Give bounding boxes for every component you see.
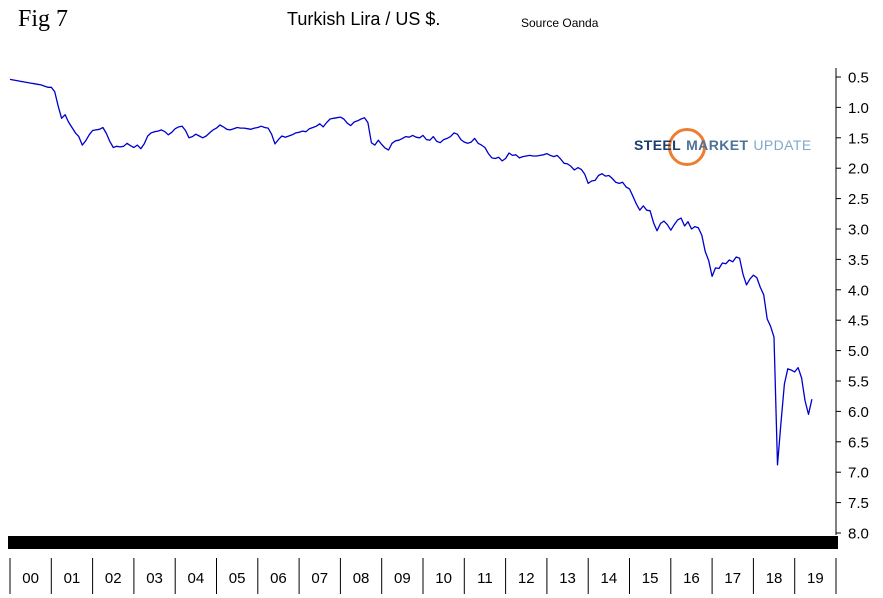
- y-tick-label: 6.0: [848, 404, 869, 421]
- x-tick-label: 16: [683, 570, 700, 587]
- y-axis-tick-labels: 0.5 1.0 1.5 2.0 2.5 3.0 3.5 4.0 4.5 5.0 5.5 6.0 6.5 7…: [836, 70, 869, 543]
- x-tick-label: 06: [270, 570, 287, 587]
- y-tick-label: 3.0: [848, 222, 869, 239]
- y-tick-label: 2.5: [848, 191, 869, 208]
- y-tick-label: 4.0: [848, 282, 869, 299]
- y-tick-label: 1.5: [848, 130, 869, 147]
- x-tick-label: 15: [642, 570, 659, 587]
- steel-market-update-logo: STEEL MARKET UPDATE: [634, 128, 812, 166]
- x-tick-label: 02: [105, 570, 122, 587]
- y-tick-label: 2.0: [848, 161, 869, 178]
- x-tick-label: 17: [724, 570, 741, 587]
- y-tick-label: 0.5: [848, 70, 869, 87]
- x-tick-label: 03: [146, 570, 163, 587]
- price-line-series: [9, 78, 813, 466]
- logo-text-market: MARKET: [686, 137, 749, 153]
- y-tick-label: 3.5: [848, 252, 869, 269]
- logo-text-update: UPDATE: [753, 137, 812, 153]
- x-axis-tick-labels: 00 01 02 03 04 05 06 07 08 09 10 11 12 13 14 15 16 17 18 19: [9, 558, 837, 594]
- x-tick-label: 00: [22, 570, 39, 587]
- x-tick-label: 01: [64, 570, 81, 587]
- y-tick-label: 7.0: [848, 465, 869, 482]
- x-tick-label: 05: [229, 570, 246, 587]
- x-tick-label: 19: [807, 570, 824, 587]
- x-tick-label: 10: [435, 570, 452, 587]
- x-tick-label: 07: [311, 570, 328, 587]
- x-tick-label: 04: [188, 570, 205, 587]
- y-tick-label: 7.5: [848, 495, 869, 512]
- x-tick-label: 08: [353, 570, 370, 587]
- x-tick-label: 11: [477, 570, 493, 587]
- x-tick-label: 12: [518, 570, 535, 587]
- y-tick-label: 8.0: [848, 526, 869, 543]
- x-tick-label: 18: [766, 570, 783, 587]
- chart-title: Turkish Lira / US $.: [287, 9, 441, 29]
- x-tick-label: 09: [394, 570, 411, 587]
- y-tick-label: 5.0: [848, 343, 869, 360]
- y-tick-label: 6.5: [848, 434, 869, 451]
- figure-label: Fig 7: [18, 6, 69, 32]
- x-tick-label: 14: [601, 570, 618, 587]
- y-tick-label: 4.5: [848, 313, 869, 330]
- logo-swoosh-icon: [668, 128, 706, 166]
- bottom-black-bar: [8, 536, 838, 549]
- source-label: Source Oanda: [521, 16, 599, 30]
- x-tick-label: 13: [559, 570, 576, 587]
- y-tick-label: 5.5: [848, 374, 869, 391]
- y-tick-label: 1.0: [848, 100, 869, 117]
- logo-text-steel: STEEL: [634, 137, 682, 153]
